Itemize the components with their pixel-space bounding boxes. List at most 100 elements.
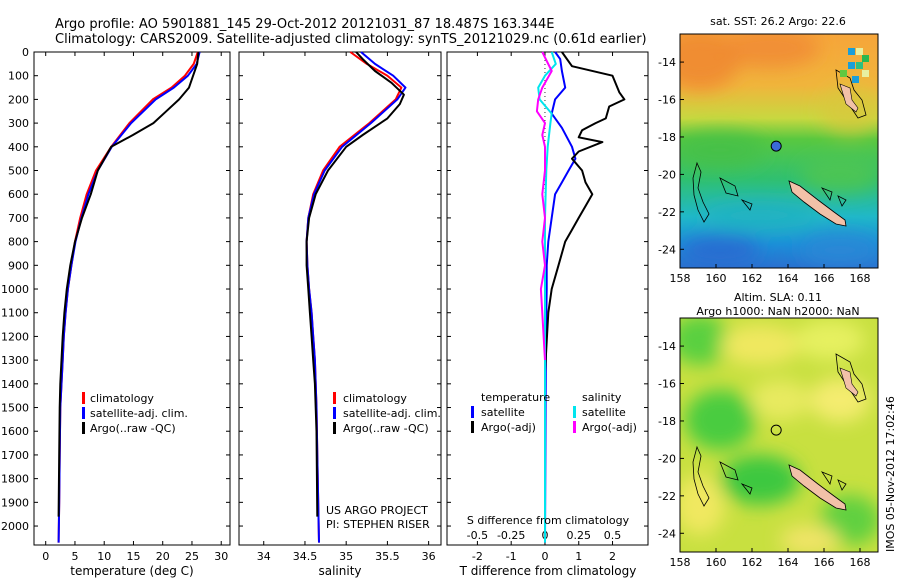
series-line-satellite xyxy=(544,51,577,543)
chesterfield-reef-outline xyxy=(692,445,710,507)
series-line-argo-raw-qc xyxy=(305,51,405,517)
map-y-tick-label: -18 xyxy=(658,415,676,428)
x-tick-label: -1 xyxy=(506,550,517,563)
temperature-legend: climatology satellite-adj. clim. Argo(..… xyxy=(82,392,188,435)
series-line-climatology xyxy=(305,51,403,543)
sla-map-subtitle: Argo h1000: NaN h2000: NaN xyxy=(696,305,859,318)
x2-tick-label: 0.5 xyxy=(604,529,622,542)
y-tick-label: 0 xyxy=(22,46,29,59)
sla-map-frame xyxy=(679,317,879,553)
map-y-tick-label: -18 xyxy=(658,131,676,144)
reef-outline xyxy=(740,483,753,495)
map-x-tick-label: 160 xyxy=(706,272,727,285)
map-x-tick-label: 164 xyxy=(778,272,799,285)
sst-field-variation xyxy=(680,34,878,266)
difference-panel-frame xyxy=(446,51,649,546)
vanuatu-outline xyxy=(835,353,867,403)
legend-swatch-t-satellite xyxy=(471,406,474,418)
y-tick-label: 1900 xyxy=(1,496,29,509)
argo-location-marker xyxy=(770,140,782,152)
legend-label-satellite: satellite-adj. clim. xyxy=(90,407,188,420)
x-tick-label: 34 xyxy=(257,550,271,563)
y-tick-label: 800 xyxy=(8,236,29,249)
x-tick-label: 10 xyxy=(97,550,111,563)
y-tick-label: 1800 xyxy=(1,473,29,486)
x-tick-label: 30 xyxy=(214,550,228,563)
temperature-axis-title: temperature (deg C) xyxy=(70,564,193,578)
salinity-profile-plot: 34 34.5 35 35.5 36 xyxy=(239,51,441,563)
legend-swatch-argo xyxy=(333,422,336,434)
legend-swatch-satellite xyxy=(82,407,85,419)
map-y-tick-label: -16 xyxy=(658,378,676,391)
legend-label-t-argo: Argo(-adj) xyxy=(481,421,536,434)
sst-map-axes: 158 160 162 164 166 168 -14 -16 -18 -20 -22 -24 xyxy=(658,56,870,285)
coral-sea-islands xyxy=(692,69,867,223)
y-tick-label: 1000 xyxy=(1,283,29,296)
x-tick-label: 20 xyxy=(156,550,170,563)
legend-swatch-climatology xyxy=(333,392,336,404)
loyalty-islands-outline xyxy=(820,471,833,485)
x-tick-label: 34.5 xyxy=(293,550,318,563)
map-x-tick-label: 162 xyxy=(742,272,763,285)
x-tick-label: 35.5 xyxy=(375,550,400,563)
map-y-tick-label: -20 xyxy=(658,168,676,181)
coral-sea-islands xyxy=(692,353,867,507)
vanuatu-outline xyxy=(835,69,867,119)
temperature-panel-frame xyxy=(33,51,231,546)
series-line-argo-raw-qc xyxy=(57,51,200,517)
legend-swatch-climatology xyxy=(82,392,85,404)
x-tick-label: 5 xyxy=(71,550,78,563)
legend-title-salinity: salinity xyxy=(582,391,622,404)
y-tick-label: 2000 xyxy=(1,520,29,533)
x-tick-label: 2 xyxy=(609,550,616,563)
legend-swatch-t-argo xyxy=(471,421,474,433)
y-tick-label: 1200 xyxy=(1,330,29,343)
x-tick-label: 35 xyxy=(339,550,353,563)
loyalty-islands-outline xyxy=(837,479,847,491)
series-line-satellite xyxy=(537,51,557,543)
map-x-tick-label: 164 xyxy=(778,556,799,569)
map-x-tick-label: 160 xyxy=(706,556,727,569)
x-tick-label: -2 xyxy=(472,550,483,563)
sst-map-title: sat. SST: 26.2 Argo: 22.6 xyxy=(710,15,846,28)
salinity-panel-frame xyxy=(238,51,442,546)
map-y-tick-label: -16 xyxy=(658,94,676,107)
legend-title-temperature: temperature xyxy=(481,391,550,404)
map-x-tick-label: 168 xyxy=(850,556,871,569)
y-tick-label: 700 xyxy=(8,212,29,225)
x-tick-label: 25 xyxy=(185,550,199,563)
y-tick-label: 1400 xyxy=(1,378,29,391)
argo-location-marker xyxy=(770,424,782,436)
reef-outline xyxy=(740,199,753,211)
legend-label-climatology: climatology xyxy=(90,392,154,405)
chesterfield-reef-outline xyxy=(692,161,710,223)
y-tick-label: 100 xyxy=(8,70,29,83)
legend-label-s-satellite: satellite xyxy=(582,406,626,419)
map-x-tick-label: 168 xyxy=(850,272,871,285)
y-tick-label: 400 xyxy=(8,141,29,154)
vanuatu-island xyxy=(839,367,859,397)
y-tick-label: 300 xyxy=(8,117,29,130)
map-x-tick-label: 158 xyxy=(670,272,691,285)
map-y-tick-label: -24 xyxy=(658,527,676,540)
salinity-axis-title: salinity xyxy=(318,564,361,578)
y-tick-label: 1700 xyxy=(1,449,29,462)
sst-map-frame xyxy=(679,33,879,269)
sst-map xyxy=(680,34,878,268)
loyalty-islands-outline xyxy=(820,187,833,201)
legend-swatch-s-satellite xyxy=(573,406,576,418)
map-x-tick-label: 158 xyxy=(670,556,691,569)
s-difference-axis-label: S difference from climatology xyxy=(467,514,630,527)
legend-label-t-satellite: satellite xyxy=(481,406,525,419)
reef-outline xyxy=(719,461,739,481)
x2-tick-label: 0.25 xyxy=(566,529,591,542)
y-tick-label: 1500 xyxy=(1,402,29,415)
x-tick-label: 0 xyxy=(541,550,548,563)
imos-watermark: IMOS 05-Nov-2012 17:02:46 xyxy=(884,396,897,552)
y-tick-label: 600 xyxy=(8,188,29,201)
project-credit: US ARGO PROJECT xyxy=(326,504,428,517)
t-difference-axis-title: T difference from climatology xyxy=(459,564,637,578)
pi-credit: PI: STEPHEN RISER xyxy=(326,518,430,531)
